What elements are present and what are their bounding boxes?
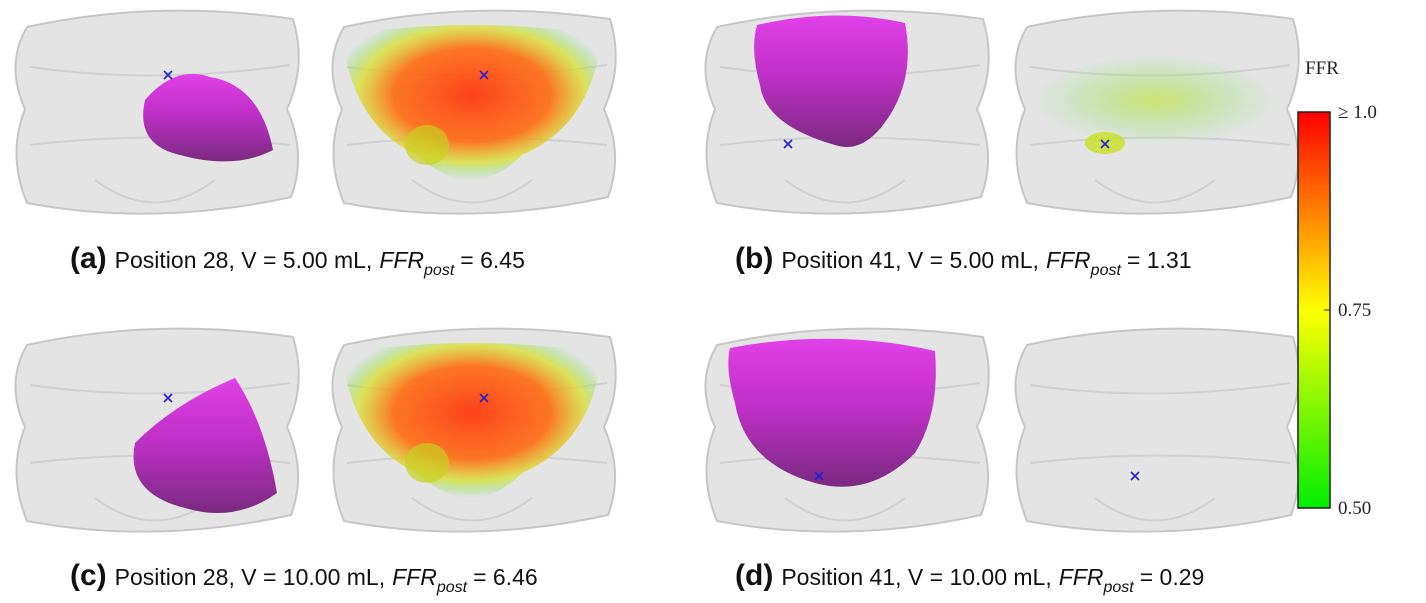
caption-text: Position 41, V = 5.00 mL, bbox=[781, 247, 1039, 273]
brain-model bbox=[1015, 329, 1298, 532]
brain-model bbox=[15, 11, 298, 214]
colorbar-tick: ≥ 1.0 bbox=[1338, 102, 1377, 123]
caption-text: Position 41, V = 10.00 mL, bbox=[781, 564, 1051, 590]
caption-text: Position 28, V = 10.00 mL, bbox=[115, 564, 385, 590]
ffr-subscript: post bbox=[423, 262, 455, 279]
brain-model bbox=[15, 329, 298, 532]
caption-text: Position 28, V = 5.00 mL, bbox=[115, 247, 373, 273]
panel-label: (a) bbox=[70, 242, 107, 275]
brain-surface bbox=[1015, 329, 1298, 532]
ffr-symbol: FFR bbox=[1046, 247, 1091, 273]
ffr-subscript: post bbox=[436, 579, 468, 596]
panel-label: (c) bbox=[70, 559, 107, 592]
ffr-value: = 6.46 bbox=[473, 564, 538, 590]
brain-model bbox=[1015, 11, 1298, 214]
colorbar: FFR ≥ 1.0 0.75 0.50 bbox=[1298, 58, 1377, 519]
panel-label: (d) bbox=[735, 559, 773, 592]
figure: FFR ≥ 1.0 0.75 0.50 (a) Position 28, V = … bbox=[0, 0, 1426, 603]
ffr-symbol: FFR bbox=[392, 564, 437, 590]
brain-model bbox=[705, 329, 988, 532]
colorbar-tick: 0.75 bbox=[1338, 300, 1371, 321]
colorbar-title: FFR bbox=[1305, 58, 1339, 79]
caption: (b) Position 41, V = 5.00 mL, FFRpost = 1.3… bbox=[735, 242, 1192, 279]
brain-model bbox=[705, 11, 988, 214]
ffr-map bbox=[405, 443, 449, 483]
ffr-map bbox=[405, 125, 449, 165]
ffr-subscript: post bbox=[1102, 579, 1134, 596]
ffr-symbol: FFR bbox=[379, 247, 424, 273]
ffr-subscript: post bbox=[1090, 262, 1122, 279]
ffr-value: = 1.31 bbox=[1127, 247, 1192, 273]
panel-label: (b) bbox=[735, 242, 773, 275]
caption: (d) Position 41, V = 10.00 mL, FFRpost = 0.… bbox=[735, 559, 1204, 596]
ffr-symbol: FFR bbox=[1059, 564, 1104, 590]
caption: (a) Position 28, V = 5.00 mL,FFRpost = 6.4… bbox=[70, 242, 525, 279]
ffr-map bbox=[1035, 55, 1275, 145]
ffr-value: = 6.45 bbox=[460, 247, 525, 273]
colorbar-tick: 0.50 bbox=[1338, 498, 1371, 519]
brain-model bbox=[332, 329, 615, 532]
caption: (c) Position 28, V = 10.00 mL, FFRpost = 6.… bbox=[70, 559, 538, 596]
brain-model bbox=[332, 11, 615, 214]
ffr-value: = 0.29 bbox=[1140, 564, 1205, 590]
